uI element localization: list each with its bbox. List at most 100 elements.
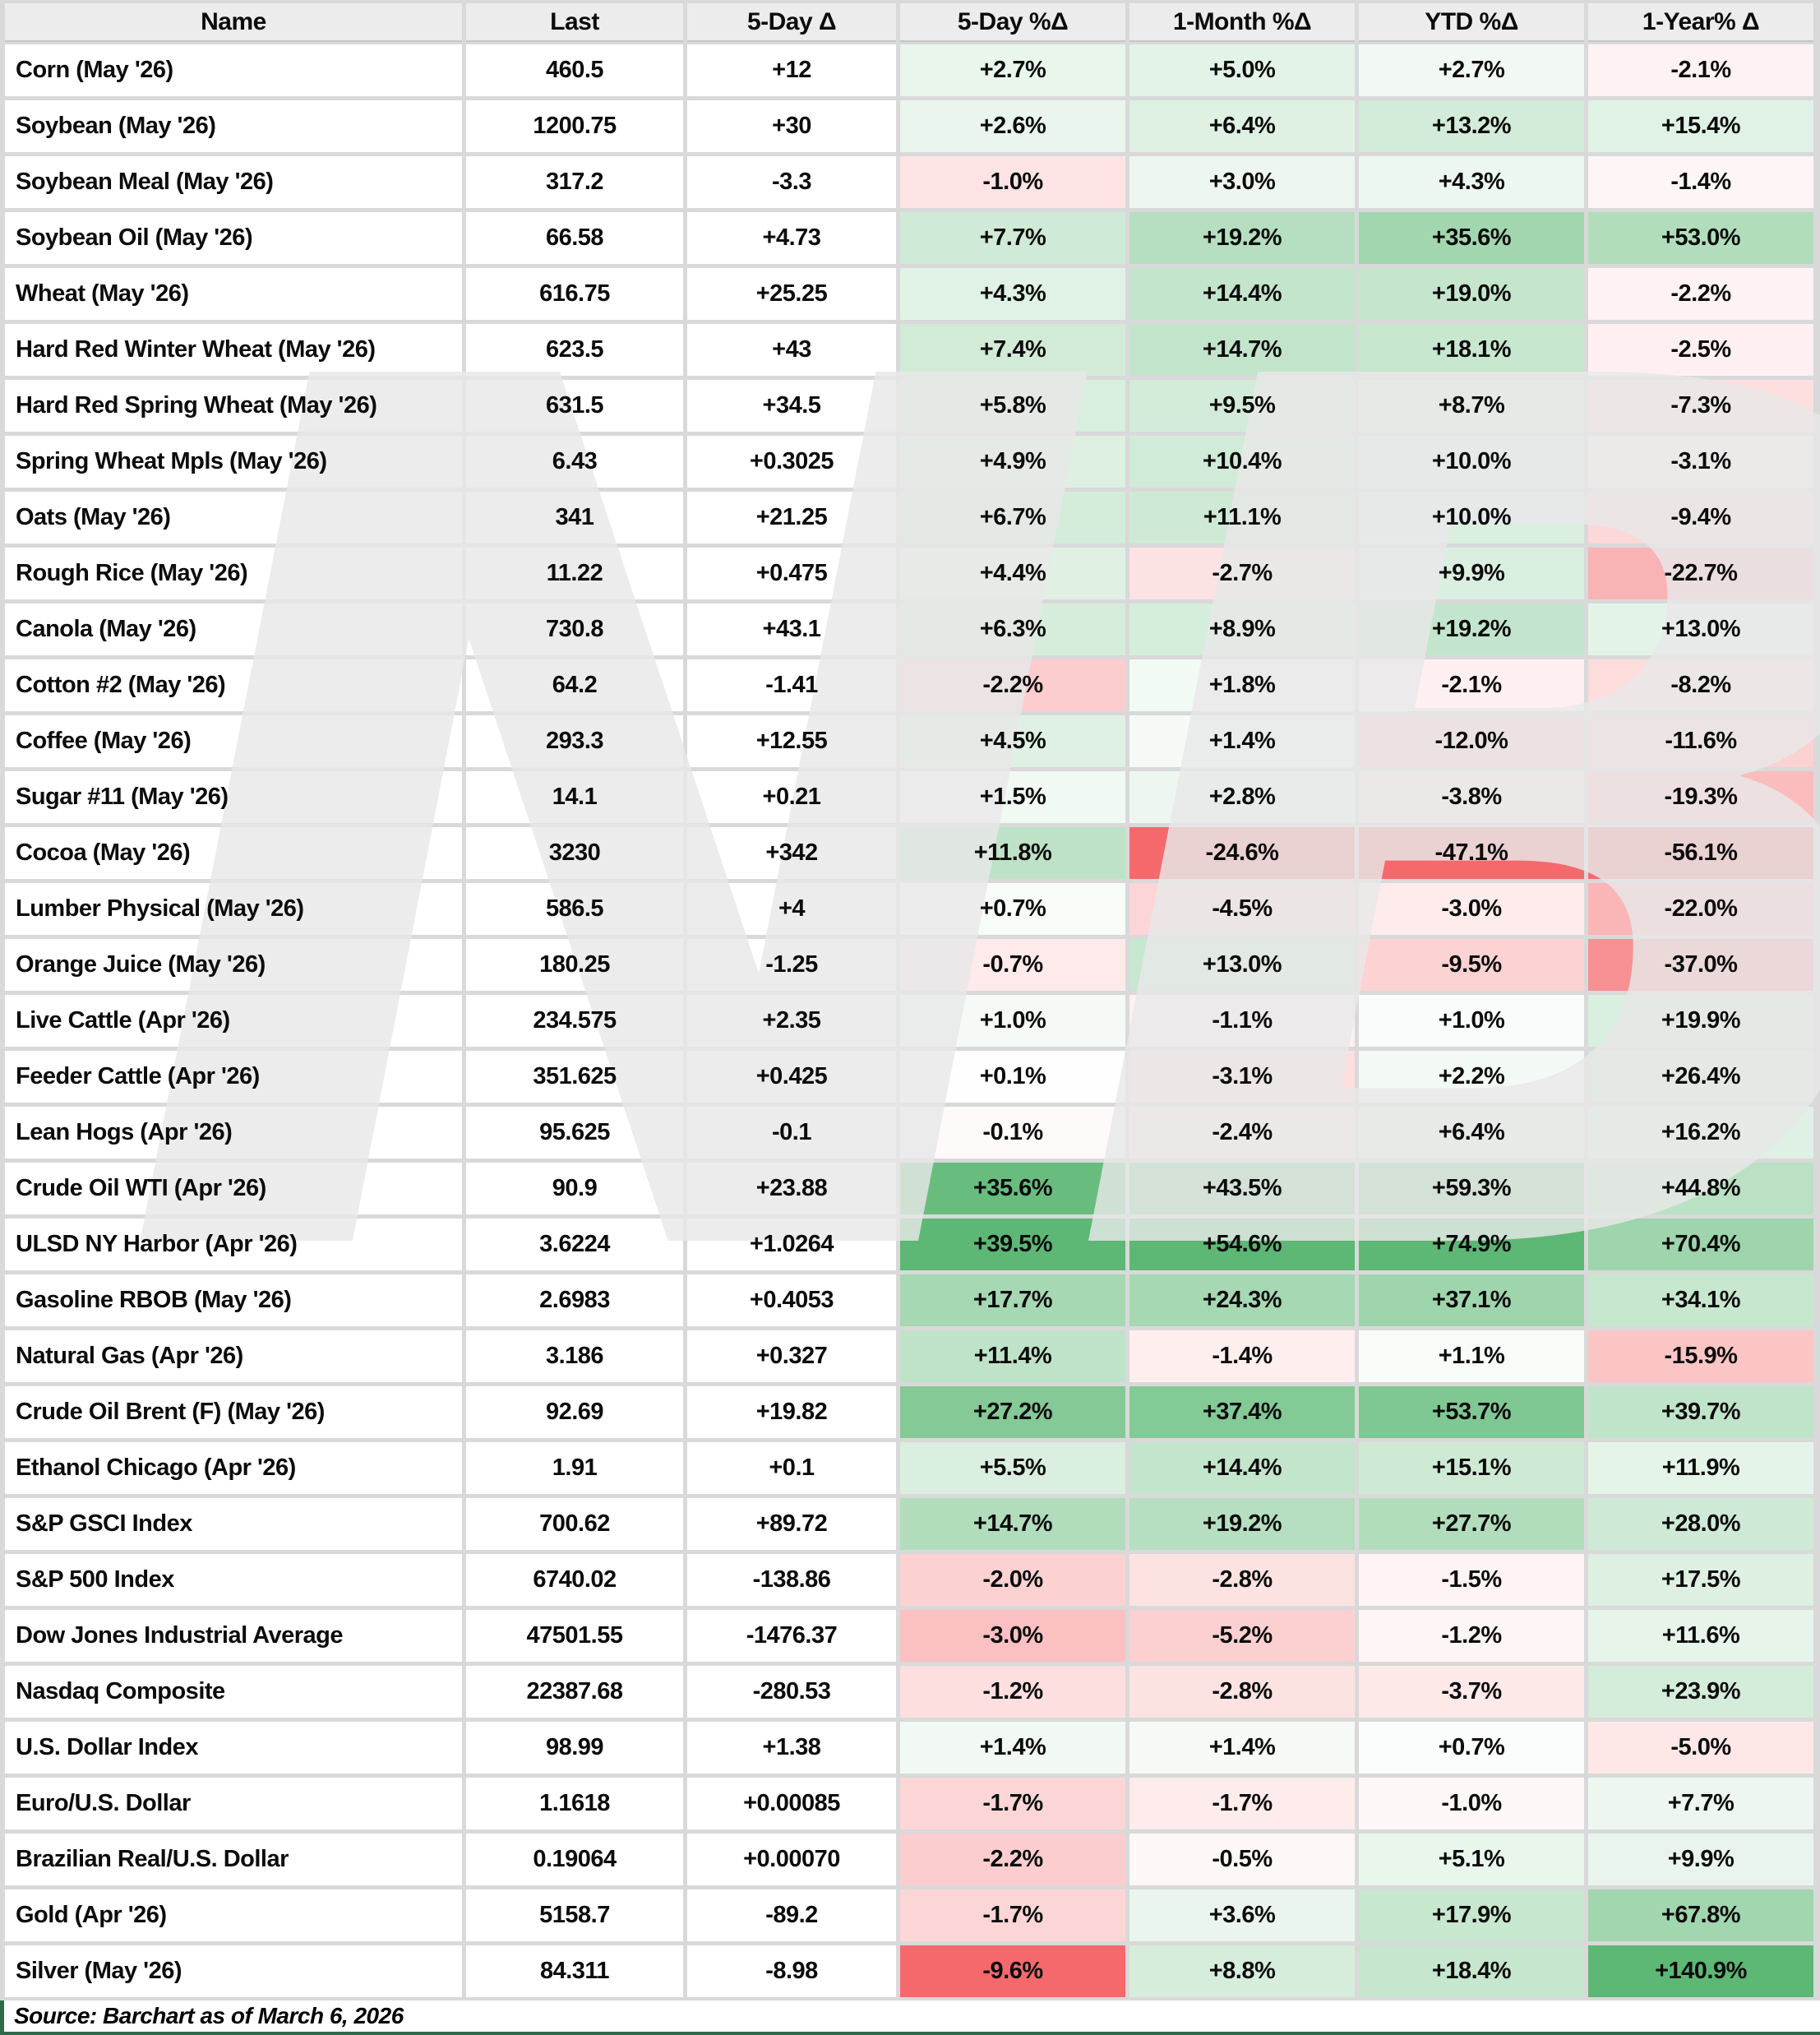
pct-cell-text: -9.4% [1670, 504, 1731, 530]
pct-cell-text: +4.3% [1438, 169, 1505, 195]
pct-cell-text: +37.4% [1202, 1399, 1282, 1425]
pct-cell-text: +7.7% [979, 224, 1046, 251]
last-cell-text: 293.3 [545, 728, 604, 754]
change-cell: +4 [687, 883, 896, 935]
last-cell: 64.2 [466, 659, 683, 711]
pct-cell: +1.1% [1359, 1330, 1584, 1382]
last-cell-text: 616.75 [539, 280, 610, 307]
pct-cell: -2.8% [1129, 1554, 1355, 1606]
change-cell-text: -138.86 [752, 1566, 831, 1593]
name-cell-text: Cotton #2 (May '26) [16, 672, 226, 698]
pct-cell: -1.7% [900, 1778, 1125, 1829]
change-cell: +0.21 [687, 771, 896, 823]
pct-cell: +7.7% [900, 212, 1125, 264]
pct-cell: +15.1% [1359, 1442, 1584, 1494]
pct-cell-text: +70.4% [1661, 1231, 1741, 1257]
pct-cell: -1.5% [1359, 1554, 1584, 1606]
change-cell-text: +12.55 [755, 728, 828, 754]
pct-cell-text: +4.3% [979, 280, 1046, 307]
last-cell: 84.311 [466, 1945, 683, 1997]
pct-cell-text: +37.1% [1431, 1287, 1512, 1313]
last-cell: 351.625 [466, 1051, 683, 1103]
last-cell-text: 6.43 [552, 448, 598, 474]
change-cell: +0.3025 [687, 436, 896, 488]
last-cell: 623.5 [466, 324, 683, 376]
pct-cell-text: +4.5% [979, 728, 1046, 754]
pct-cell-text: +5.8% [979, 392, 1046, 419]
change-cell: +0.00085 [687, 1778, 896, 1829]
pct-cell: +9.9% [1588, 1834, 1813, 1885]
name-cell-text: Spring Wheat Mpls (May '26) [16, 448, 327, 474]
change-cell-text: +1.38 [762, 1734, 821, 1760]
change-cell-text: -3.3 [772, 169, 811, 195]
column-header: YTD %Δ [1359, 3, 1584, 40]
pct-cell-text: -1.7% [982, 1790, 1043, 1816]
pct-cell-text: +10.0% [1431, 504, 1512, 530]
change-cell-text: -89.2 [765, 1902, 818, 1928]
pct-cell: +39.7% [1588, 1386, 1813, 1438]
name-cell: Feeder Cattle (Apr '26) [5, 1051, 462, 1103]
last-cell: 1200.75 [466, 100, 683, 152]
change-cell-text: +21.25 [755, 504, 828, 530]
change-cell: +0.00070 [687, 1834, 896, 1885]
pct-cell: -0.7% [900, 939, 1125, 991]
name-cell: Crude Oil Brent (F) (May '26) [5, 1386, 462, 1438]
last-cell: 631.5 [466, 380, 683, 432]
pct-cell: -2.8% [1129, 1666, 1355, 1718]
pct-cell: +19.2% [1129, 212, 1355, 264]
change-cell-text: +0.00085 [743, 1790, 840, 1816]
name-cell-text: Ethanol Chicago (Apr '26) [16, 1455, 296, 1481]
pct-cell: +1.4% [1129, 1722, 1355, 1774]
pct-cell: +11.8% [900, 827, 1125, 879]
pct-cell: +8.9% [1129, 604, 1355, 655]
pct-cell-text: +14.4% [1202, 280, 1282, 307]
pct-cell-text: +15.4% [1661, 113, 1741, 139]
change-cell: +0.475 [687, 548, 896, 599]
last-cell: 3230 [466, 827, 683, 879]
change-cell: +342 [687, 827, 896, 879]
pct-cell: +6.4% [1359, 1107, 1584, 1159]
last-cell-text: 1.1618 [539, 1790, 610, 1816]
pct-cell-text: +15.1% [1431, 1455, 1512, 1481]
column-header-text: Last [550, 7, 599, 35]
column-header: 1-Year% Δ [1588, 3, 1813, 40]
pct-cell-text: +18.1% [1431, 336, 1512, 363]
last-cell: 1.91 [466, 1442, 683, 1494]
pct-cell: -2.5% [1588, 324, 1813, 376]
pct-cell-text: +28.0% [1661, 1510, 1741, 1537]
pct-cell-text: +8.8% [1208, 1958, 1276, 1984]
name-cell: Spring Wheat Mpls (May '26) [5, 436, 462, 488]
pct-cell-text: -3.7% [1441, 1678, 1502, 1704]
last-cell-text: 84.311 [539, 1958, 610, 1984]
change-cell: -1476.37 [687, 1610, 896, 1662]
column-header: 1-Month %Δ [1129, 3, 1355, 40]
name-cell: Crude Oil WTI (Apr '26) [5, 1163, 462, 1214]
pct-cell-text: -2.1% [1441, 672, 1502, 698]
pct-cell-text: +1.4% [1208, 1734, 1276, 1760]
name-cell: Cocoa (May '26) [5, 827, 462, 879]
last-cell: 3.6224 [466, 1219, 683, 1270]
pct-cell-text: +1.4% [1208, 728, 1276, 754]
pct-cell: +19.2% [1359, 604, 1584, 655]
change-cell-text: +30 [772, 113, 811, 139]
pct-cell-text: +35.6% [972, 1175, 1053, 1201]
pct-cell: +0.7% [900, 883, 1125, 935]
change-cell: -89.2 [687, 1889, 896, 1941]
pct-cell-text: -15.9% [1664, 1343, 1738, 1369]
pct-cell: -2.0% [900, 1554, 1125, 1606]
pct-cell-text: -1.7% [982, 1902, 1043, 1928]
name-cell-text: Canola (May '26) [16, 616, 196, 642]
source-note: Source: Barchart as of March 6, 2026 [0, 2000, 1820, 2035]
pct-cell-text: -2.8% [1212, 1566, 1273, 1593]
pct-cell-text: +27.7% [1431, 1510, 1512, 1537]
name-cell-text: Soybean Oil (May '26) [16, 224, 253, 251]
pct-cell: +3.6% [1129, 1889, 1355, 1941]
last-cell-text: 234.575 [533, 1007, 617, 1034]
last-cell: 3.186 [466, 1330, 683, 1382]
pct-cell-text: -56.1% [1664, 839, 1738, 866]
name-cell-text: Orange Juice (May '26) [16, 951, 266, 978]
last-cell-text: 1200.75 [533, 113, 617, 139]
change-cell: +21.25 [687, 492, 896, 543]
pct-cell-text: -1.2% [1441, 1622, 1502, 1649]
pct-cell: -37.0% [1588, 939, 1813, 991]
